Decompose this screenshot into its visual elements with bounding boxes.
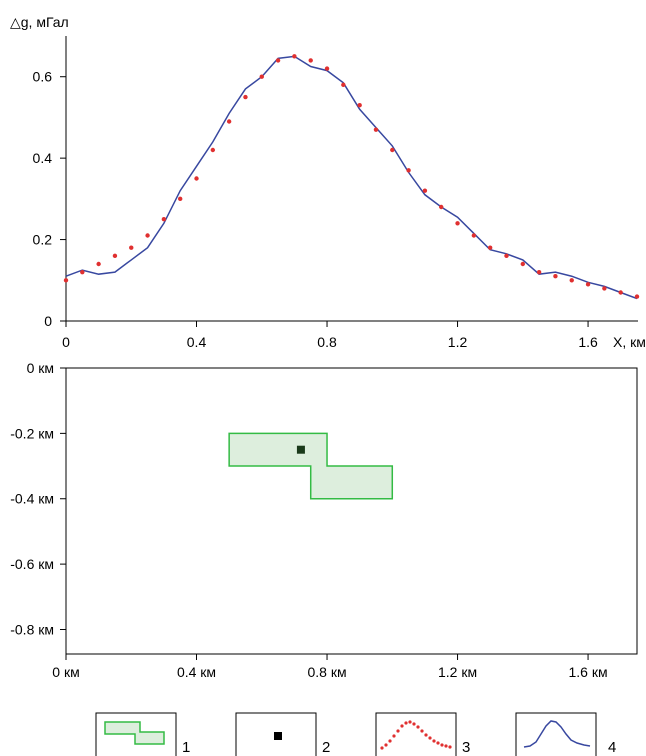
observed-points-icon xyxy=(380,720,452,750)
observed-point xyxy=(210,147,216,153)
observed-point xyxy=(536,269,542,275)
observed-point xyxy=(390,147,395,153)
gravity-profile-chart: △g, мГал 0 0.2 0.4 0.6 0 0.4 0.8 1.2 1.6 X, км xyxy=(10,14,646,350)
legend-label-2: 2 xyxy=(322,739,330,756)
observed-point xyxy=(145,233,150,238)
y-tick-label: 0.2 xyxy=(33,232,53,248)
observed-point xyxy=(292,54,297,59)
y-tick-label: 0.6 xyxy=(33,69,53,85)
observed-point xyxy=(324,66,330,71)
model-curve-icon xyxy=(523,720,591,748)
observed-point xyxy=(487,245,493,250)
y-axis-label: △g, мГал xyxy=(10,14,69,30)
section-y-tick-label: 0 км xyxy=(27,360,54,376)
observed-point xyxy=(357,103,362,108)
observed-point xyxy=(373,127,379,132)
observed-point xyxy=(129,245,134,250)
y-tick-label: 0.4 xyxy=(33,150,53,166)
anomalous-body-polygon xyxy=(228,432,394,500)
x-tick-label: 1.2 xyxy=(448,334,468,350)
observed-point xyxy=(259,74,264,79)
point-source-marker xyxy=(296,445,305,454)
observed-point xyxy=(585,282,591,287)
observed-point xyxy=(504,253,509,259)
observed-point xyxy=(520,261,525,267)
section-x-tick-label: 1.6 км xyxy=(569,664,608,680)
observed-point xyxy=(471,233,477,238)
observed-point xyxy=(634,294,640,299)
section-x-tick-label: 0.8 км xyxy=(307,664,346,680)
section-diagram: 0 км -0.2 км -0.4 км -0.6 км -0.8 км 0 км 0.4… xyxy=(10,360,638,680)
observed-point xyxy=(406,168,411,173)
section-y-tick-label: -0.8 км xyxy=(10,621,54,637)
observed-point xyxy=(80,269,85,275)
section-x-tick-label: 0.4 км xyxy=(177,664,216,680)
observed-point xyxy=(194,176,199,181)
x-tick-label: 1.6 xyxy=(578,334,598,350)
observed-point xyxy=(422,188,428,193)
legend-label-4: 4 xyxy=(608,739,616,756)
section-frame xyxy=(65,367,638,655)
observed-point xyxy=(308,58,313,63)
observed-point xyxy=(112,253,118,259)
observed-point xyxy=(275,58,281,63)
observed-point xyxy=(178,196,183,202)
x-tick-label: 0.8 xyxy=(317,334,337,350)
observed-point xyxy=(63,278,69,283)
section-y-tick-label: -0.6 км xyxy=(10,556,54,572)
x-axis-label: X, км xyxy=(613,334,646,350)
observed-point xyxy=(161,217,167,222)
legend-label-1: 1 xyxy=(182,739,190,756)
section-x-tick-label: 0 км xyxy=(52,664,79,680)
observed-point xyxy=(569,278,574,283)
section-y-tick-label: -0.4 км xyxy=(10,491,54,507)
point-source-icon xyxy=(274,732,282,740)
legend: 1 2 3 4 xyxy=(95,712,616,756)
body-polygon-icon xyxy=(104,721,165,745)
section-x-tick-label: 1.2 км xyxy=(438,664,477,680)
y-tick-label: 0 xyxy=(44,313,52,329)
model-curve-line xyxy=(65,55,638,300)
observed-point xyxy=(602,286,607,291)
observed-point xyxy=(341,82,346,88)
observed-point xyxy=(439,204,444,210)
x-tick-label: 0 xyxy=(62,334,70,350)
observed-point xyxy=(243,94,248,100)
observed-point xyxy=(553,274,558,279)
observed-point xyxy=(96,261,101,267)
observed-point xyxy=(226,119,232,124)
observed-point xyxy=(618,290,623,295)
legend-box-3 xyxy=(375,712,457,756)
x-tick-label: 0.4 xyxy=(187,334,207,350)
section-y-tick-label: -0.2 км xyxy=(10,425,54,441)
legend-label-3: 3 xyxy=(462,739,470,756)
observed-point xyxy=(455,221,460,226)
legend-box-4 xyxy=(515,712,597,756)
